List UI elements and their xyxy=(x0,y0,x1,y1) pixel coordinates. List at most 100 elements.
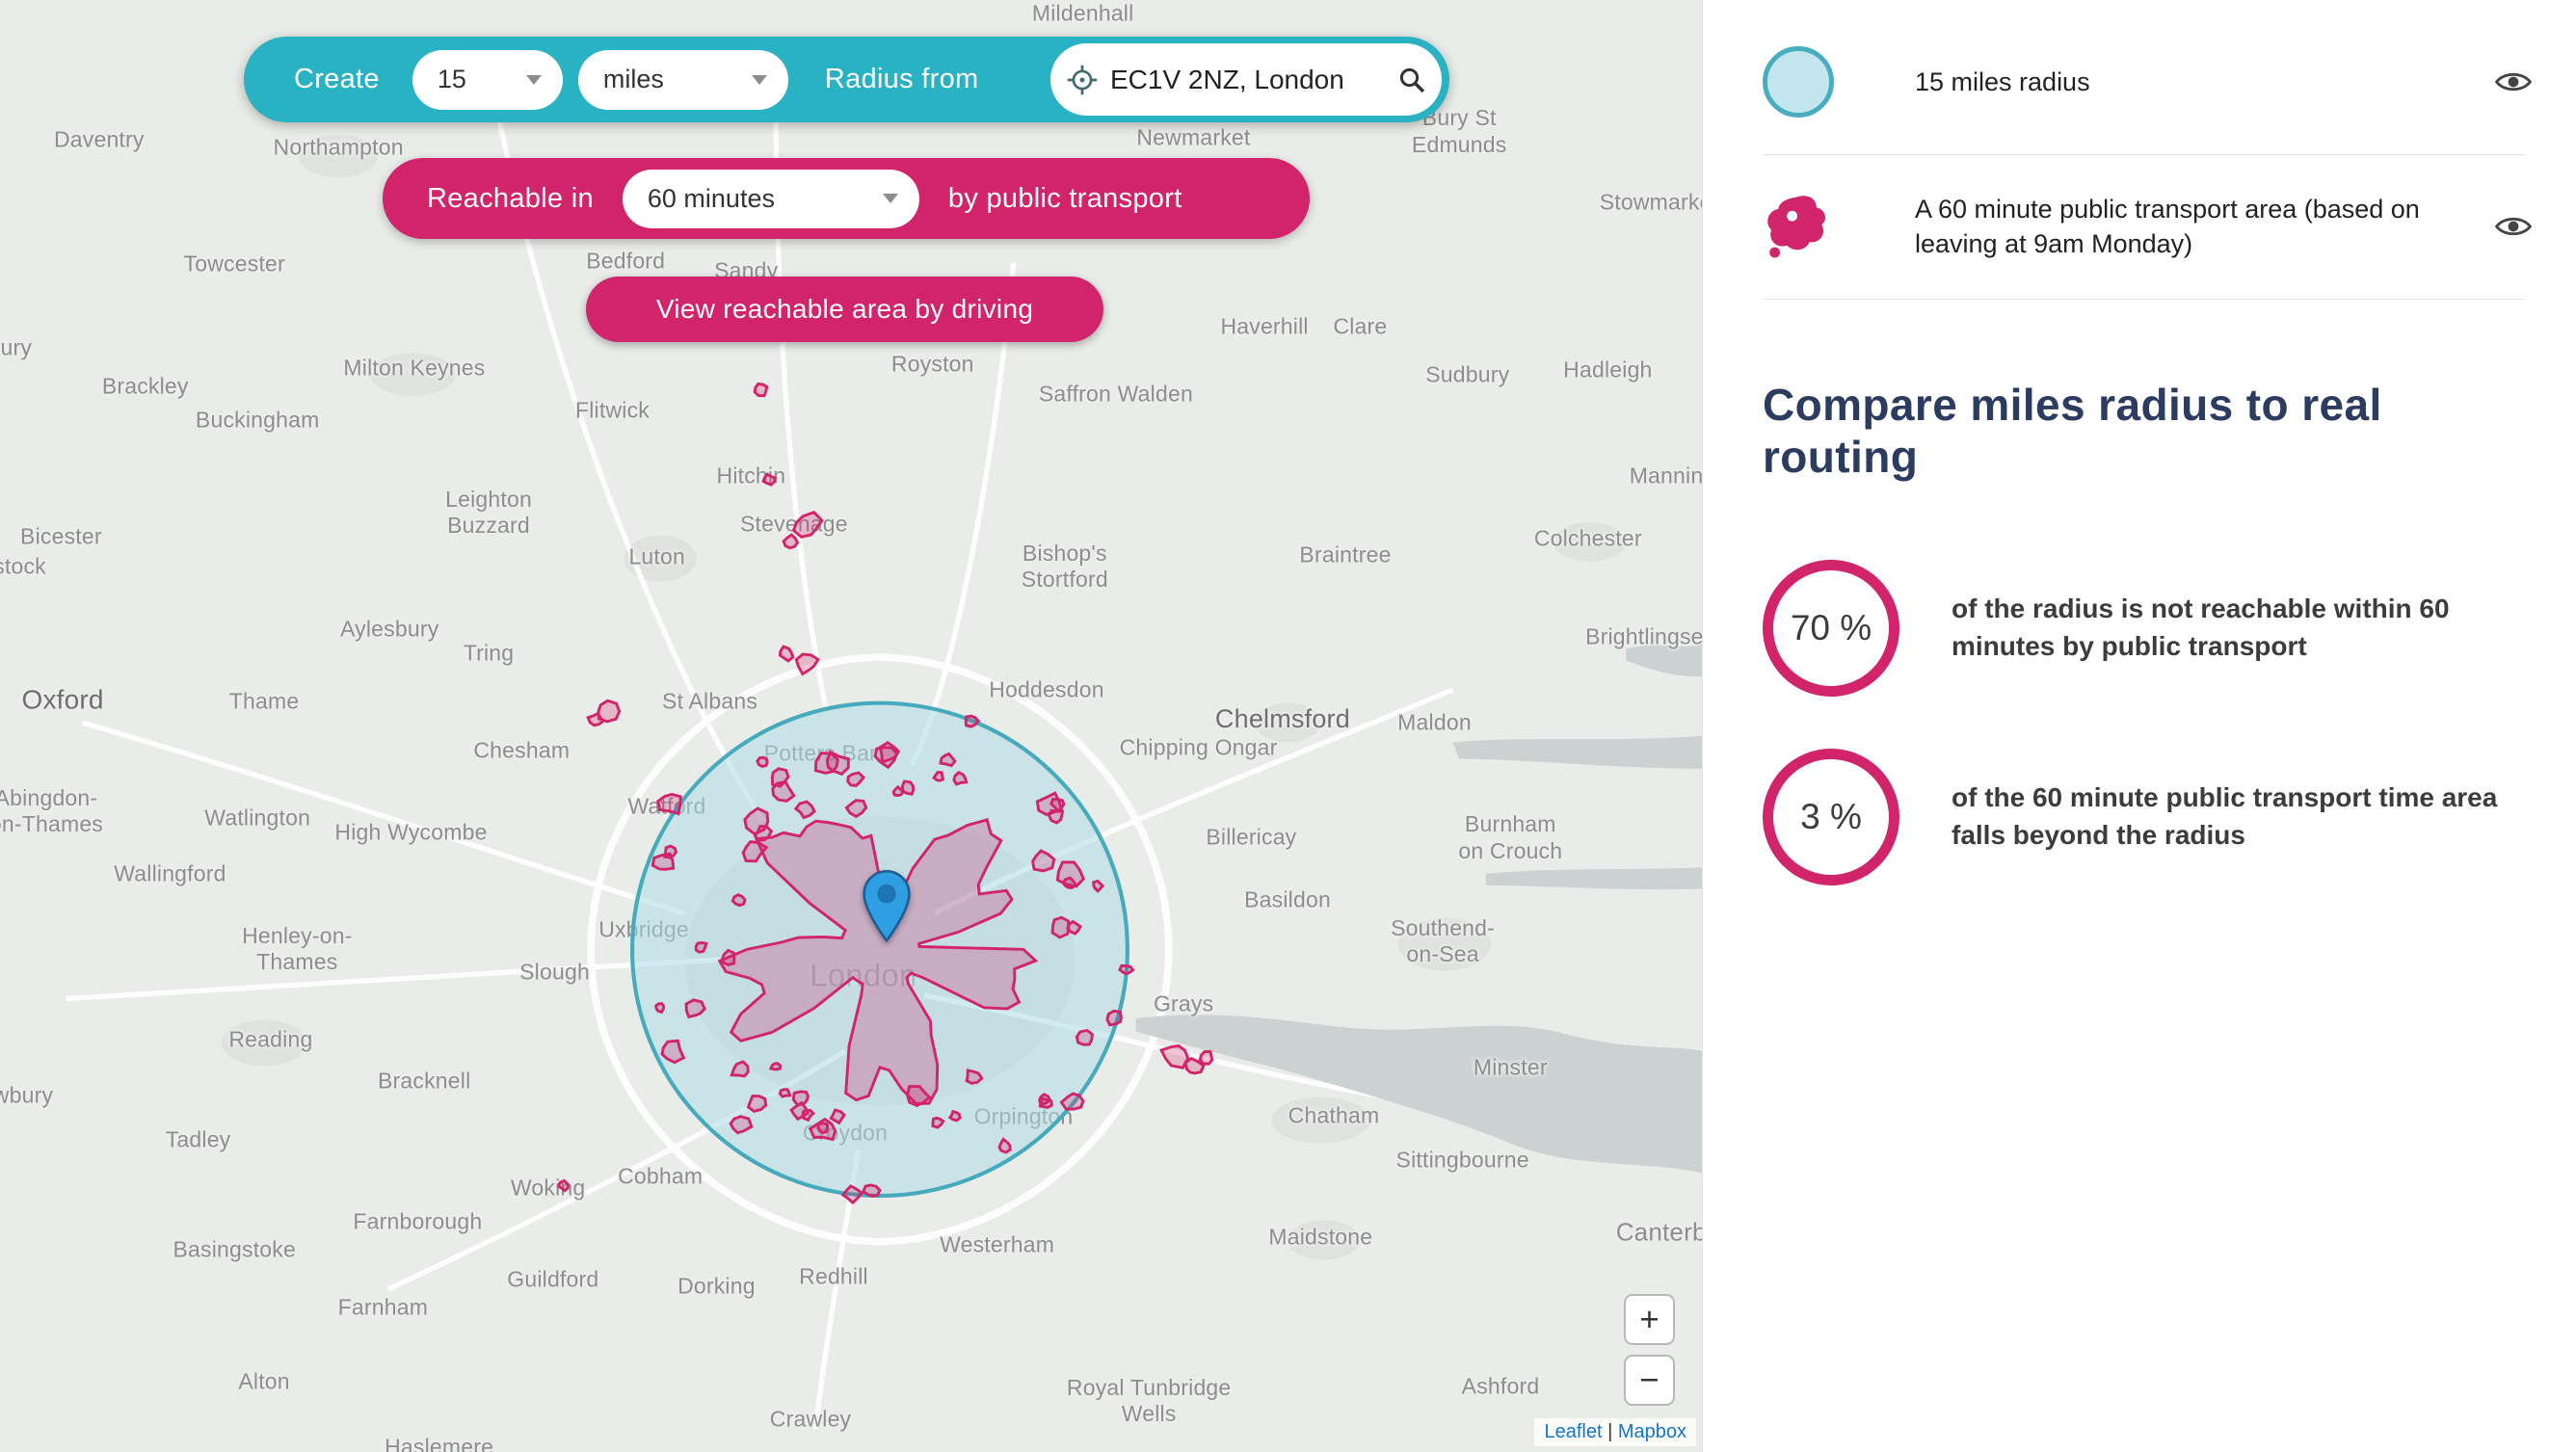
chevron-down-icon xyxy=(882,194,898,203)
transport-area-shape xyxy=(1031,849,1056,873)
map-label: Sudbury xyxy=(1425,361,1510,387)
attribution-separator: | xyxy=(1607,1421,1613,1442)
search-icon[interactable] xyxy=(1397,66,1426,94)
travel-time-value: 60 minutes xyxy=(647,183,775,213)
divider xyxy=(1763,298,2526,300)
transport-area-shape xyxy=(684,998,706,1019)
visibility-toggle[interactable] xyxy=(2495,69,2532,94)
transport-area-shape xyxy=(1198,1049,1214,1066)
map-label: Farnham xyxy=(337,1294,429,1320)
map-label: Mildenhall xyxy=(1031,0,1134,26)
map-label: Chelmsford xyxy=(1214,703,1350,733)
unit-value: miles xyxy=(602,65,664,93)
stat-value: 3 % xyxy=(1800,796,1862,836)
zoom-in-button[interactable]: + xyxy=(1624,1294,1675,1345)
map-label: Royal Tunbridge Wells xyxy=(1066,1375,1232,1427)
transport-area-shape xyxy=(656,792,682,816)
transport-area-shape xyxy=(1105,1009,1123,1027)
origin-pin-marker[interactable] xyxy=(861,869,913,943)
map-label: St Albans xyxy=(662,688,758,714)
travel-time-dropdown[interactable]: 60 minutes xyxy=(622,169,919,228)
stat-description: of the radius is not reachable within 60… xyxy=(1952,594,2450,661)
transport-area-shape xyxy=(597,699,622,724)
map-label: Chipping Ongar xyxy=(1119,734,1278,760)
transport-area-swatch-icon xyxy=(1767,196,1826,258)
transport-area-shape xyxy=(654,1002,666,1015)
zoom-out-button[interactable]: − xyxy=(1624,1355,1675,1406)
map-label: Luton xyxy=(628,543,685,569)
map[interactable]: Mildenhall Newmarket Bury St Edmunds Stowma… xyxy=(0,0,1702,1452)
map-label: Wallingford xyxy=(114,860,226,886)
transport-area-shape xyxy=(952,770,969,786)
map-label: Dorking xyxy=(677,1273,756,1299)
map-label: Royston xyxy=(890,351,974,377)
map-label: Reading xyxy=(228,1026,313,1052)
map-label: stock xyxy=(0,553,46,579)
eye-icon xyxy=(2495,72,2532,92)
map-label: Bracknell xyxy=(378,1068,471,1094)
transport-area-shape xyxy=(768,1062,783,1071)
stat-circle: 3 % xyxy=(1763,748,1899,885)
map-label: Watlington xyxy=(204,805,311,831)
leaflet-link[interactable]: Leaflet xyxy=(1544,1421,1603,1442)
radius-value-dropdown[interactable]: 15 xyxy=(412,49,563,110)
water xyxy=(1135,644,1702,1174)
transport-area-shape xyxy=(761,472,777,487)
map-label: Henley-on- Thames xyxy=(242,923,353,975)
transport-area-shape xyxy=(1066,919,1083,936)
map-label: Aylesbury xyxy=(340,616,439,642)
transport-area-shape xyxy=(1047,808,1065,825)
map-label: Stowmarket xyxy=(1599,189,1702,215)
map-label: Hitchin xyxy=(716,462,786,488)
map-label: Ashford xyxy=(1461,1373,1540,1399)
map-label: Hoddesdon xyxy=(989,676,1104,702)
transport-area-shape xyxy=(1038,1093,1052,1106)
stat-description: of the 60 minute public transport time a… xyxy=(1952,782,2498,850)
map-label: Northampton xyxy=(273,134,404,160)
radius-swatch-icon xyxy=(1763,46,1834,118)
map-label: Canterbury xyxy=(1615,1217,1702,1247)
transport-area-shape xyxy=(1059,1092,1085,1111)
transport-area-shape xyxy=(931,1116,945,1129)
transport-area-shape xyxy=(770,767,790,788)
radius-value: 15 xyxy=(437,65,466,93)
map-label: Westerham xyxy=(940,1231,1055,1257)
map-label: Bicester xyxy=(20,523,102,549)
transport-area-shape xyxy=(1158,1043,1190,1069)
origin-search-box[interactable] xyxy=(1050,43,1442,116)
unit-dropdown[interactable]: miles xyxy=(577,49,788,110)
map-label: Bedford xyxy=(586,248,666,274)
transport-area-shape xyxy=(873,746,898,770)
radius-from-label: Radius from xyxy=(824,64,979,94)
transport-area-shape xyxy=(741,839,769,863)
transport-area-shape xyxy=(778,1088,792,1098)
radius-legend-label: 15 miles radius xyxy=(1915,66,2090,96)
transport-area-shape xyxy=(730,893,747,908)
map-label: Alton xyxy=(238,1368,290,1394)
transport-area-shape xyxy=(753,382,769,398)
transport-area-shape xyxy=(829,1108,847,1125)
locate-target-icon[interactable] xyxy=(1066,64,1099,96)
map-label: Brightlingsea xyxy=(1585,623,1702,649)
map-label: Manningtree xyxy=(1629,462,1702,488)
visibility-toggle[interactable] xyxy=(2495,214,2532,239)
chevron-down-icon xyxy=(525,74,542,85)
transport-area-shape xyxy=(717,818,1039,1106)
map-label: Billericay xyxy=(1206,824,1297,850)
transport-area-shape xyxy=(891,784,906,798)
transport-area-shape xyxy=(939,752,957,768)
transport-area-shape xyxy=(793,800,816,820)
map-label: Sittingbourne xyxy=(1395,1146,1529,1172)
transport-area-shape xyxy=(844,799,868,819)
zoom-control: + − xyxy=(1624,1294,1675,1406)
mapbox-link[interactable]: Mapbox xyxy=(1617,1421,1686,1442)
origin-search-input[interactable] xyxy=(1108,63,1397,96)
transport-area-overlay xyxy=(556,382,1214,1205)
map-label: Brackley xyxy=(101,373,189,399)
stat-circle: 70 % xyxy=(1763,559,1899,697)
view-driving-area-button[interactable]: View reachable area by driving xyxy=(586,277,1103,342)
map-label: High Wycombe xyxy=(334,819,488,845)
map-label: wbury xyxy=(0,1082,54,1108)
map-label: Southend- on-Sea xyxy=(1391,914,1496,966)
map-label: bury xyxy=(0,334,33,360)
